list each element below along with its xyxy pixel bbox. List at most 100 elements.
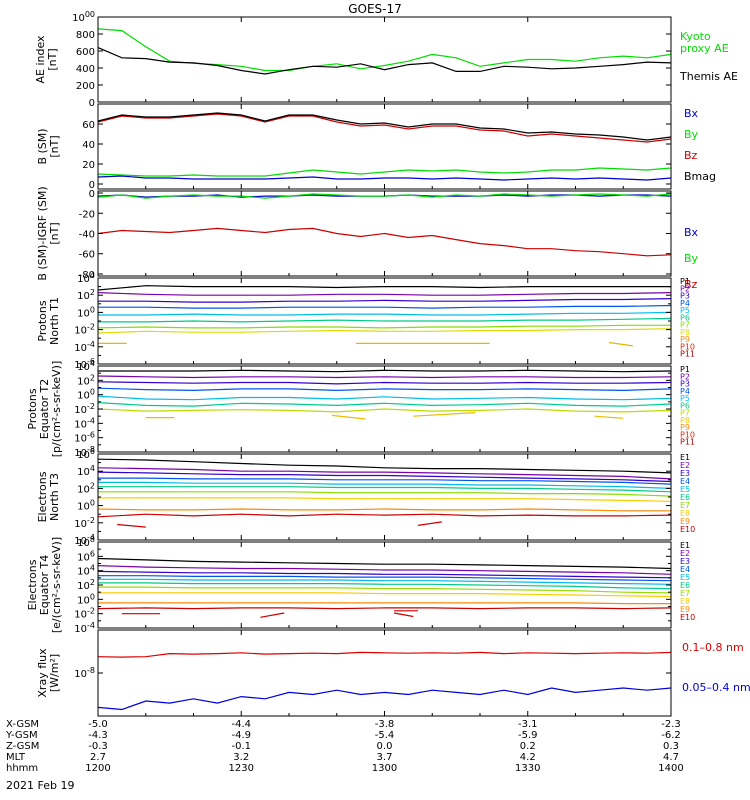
series-line: [98, 491, 671, 497]
footer-row-name: MLT: [6, 752, 26, 763]
legend-label: E1: [680, 541, 690, 550]
series-line: [98, 458, 671, 474]
series-line: [98, 324, 671, 329]
legend-label: P4: [680, 299, 690, 308]
y-tick-label: 20: [82, 160, 95, 171]
legend-label: P2: [680, 284, 690, 293]
series-line: [98, 575, 671, 582]
series-line: [98, 381, 671, 385]
y-axis-label: AE index[nT]: [34, 35, 59, 84]
series-line: [98, 304, 671, 309]
panel-7-plot: [98, 557, 671, 618]
legend-label: By: [684, 128, 699, 141]
y-axis-label: B (SM)[nT]: [36, 128, 61, 164]
panel-8: 10-8 Xray flux[W/m²] 0.1–0.8 nm 0.05–0.4 nm: [36, 629, 750, 717]
footer-value: -4.4: [231, 719, 251, 730]
y-tick-label: 800: [76, 30, 95, 41]
legend-label: E10: [680, 525, 695, 534]
y-tick-label: 102: [77, 288, 95, 302]
footer-value: 4.2: [520, 752, 536, 763]
series-line: [98, 592, 671, 598]
footer-value: -4.3: [88, 730, 108, 741]
legend-label: P4: [680, 387, 690, 396]
legend-label: E9: [680, 517, 690, 526]
y-tick-label: 10-2: [74, 516, 95, 530]
panel-1-plot: [98, 28, 671, 75]
data-segment: [594, 415, 624, 419]
series-line: [98, 467, 671, 480]
footer-value: -0.1: [231, 741, 251, 752]
series-line: [98, 586, 671, 594]
footer-value: 4.7: [663, 752, 679, 763]
y-tick-label: 10-4: [74, 340, 95, 354]
legend-label: P7: [680, 321, 690, 330]
series-line: [98, 167, 671, 177]
footer-value: 3.7: [377, 752, 393, 763]
panel-frame: [97, 453, 672, 541]
footer-axis-table: X-GSM -5.0 -4.4 -3.8 -3.1 -2.3 Y-GSM -4.3 -4.9 -5…: [5, 719, 684, 774]
legend-label: P2: [680, 372, 690, 381]
legend-label: P6: [680, 401, 690, 410]
legend-label: P3: [680, 380, 690, 389]
y-tick-label: 400: [76, 64, 95, 75]
panel-5-plot: [98, 369, 671, 420]
series-line: [98, 47, 671, 75]
legend-label: E7: [680, 501, 690, 510]
legend-label: P7: [680, 409, 690, 418]
data-segment: [260, 612, 285, 618]
chart-title: GOES-17: [348, 2, 402, 16]
legend-label: Bz: [684, 278, 698, 291]
legend-label: E10: [680, 613, 695, 622]
series-line: [98, 285, 671, 291]
y-tick-label: 102: [77, 578, 95, 592]
footer-row-name: Z-GSM: [6, 741, 39, 752]
series-line: [98, 471, 671, 483]
series-line: [98, 193, 671, 199]
legend-label: P1: [680, 277, 690, 286]
series-line: [98, 375, 671, 379]
y-tick-label: 0: [89, 98, 95, 109]
series-line: [98, 497, 671, 502]
panel-3: -80 -60 -40 -20 0 B (SM)-IGRF (SM)[nT] Bx By Bz: [36, 186, 699, 291]
y-tick-label: 106: [77, 549, 95, 563]
y-tick-label: -40: [79, 230, 95, 241]
panel-3-plot: [98, 193, 671, 257]
y-tick-label: 10-4: [74, 621, 95, 635]
legend-label: P5: [680, 394, 690, 403]
series-line: [98, 607, 671, 610]
legend-label: Themis AE: [679, 70, 738, 83]
series-line: [98, 557, 671, 570]
series-line: [98, 486, 671, 493]
y-tick-label: 0: [89, 189, 95, 200]
y-tick-label: 60: [82, 120, 95, 131]
legend-label: E7: [680, 589, 690, 598]
footer-value: 0.0: [377, 741, 393, 752]
panel-8-plot: [98, 651, 671, 711]
panel-5: 10-810-610-410-2100102104ProtonsEquator …: [26, 359, 695, 459]
footer-value: -3.1: [518, 719, 538, 730]
series-line: [98, 387, 671, 392]
footer-value: 0.3: [663, 741, 679, 752]
footer-value: 0.2: [520, 741, 536, 752]
series-line: [98, 311, 671, 316]
data-segment: [608, 341, 633, 347]
panel-1: 0 200 400 600 800 1000 AE index[nT] Kyoto proxy …: [34, 10, 738, 109]
data-segment: [331, 414, 366, 420]
series-line: [98, 408, 671, 413]
y-tick-label: 10-2: [74, 402, 95, 416]
y-tick-label: 104: [77, 464, 95, 478]
footer-value: 1230: [229, 763, 254, 774]
legend-label: P8: [680, 416, 690, 425]
legend-label: P11: [680, 438, 695, 447]
series-line: [98, 513, 671, 518]
legend-label: P8: [680, 328, 690, 337]
series-line: [98, 28, 671, 72]
footer-value: -2.3: [661, 719, 681, 730]
y-tick-label: 102: [77, 373, 95, 387]
y-tick-label: 1000: [72, 10, 95, 24]
footer-value: -4.9: [231, 730, 251, 741]
y-axis-label: Xray flux[W/m²]: [36, 648, 61, 698]
y-tick-label: 10-6: [74, 357, 95, 371]
series-line: [98, 570, 671, 579]
series-line: [98, 395, 671, 401]
